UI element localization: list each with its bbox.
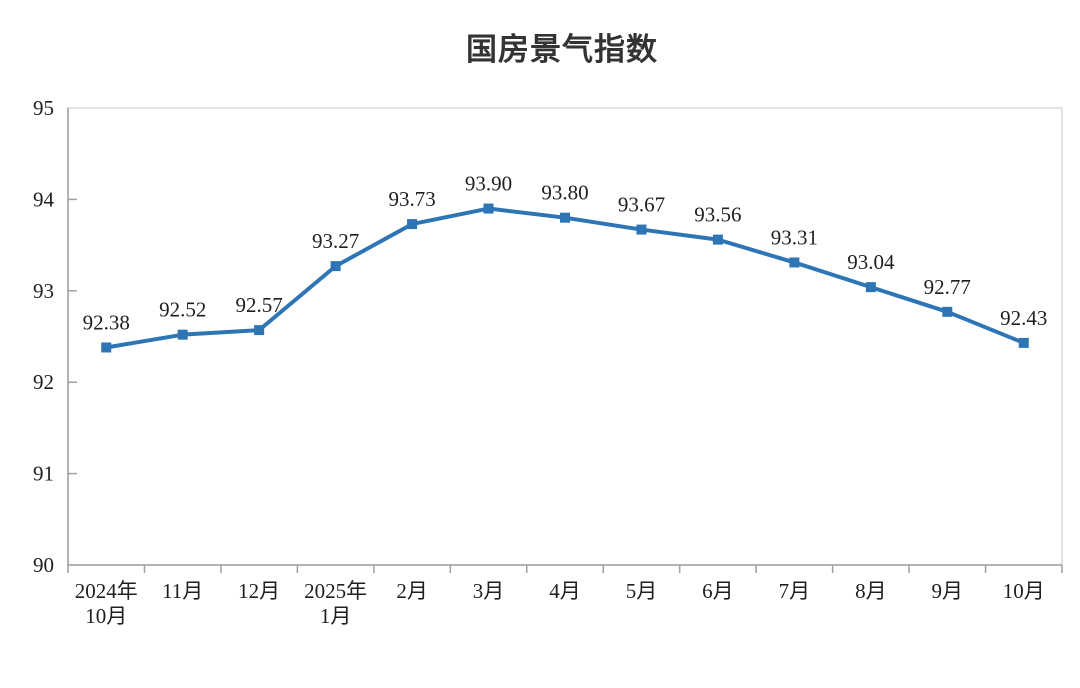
x-axis-category-label: 5月 — [626, 579, 658, 603]
x-axis-category-label: 2025年 — [304, 579, 367, 603]
data-point-label: 93.67 — [618, 193, 665, 217]
data-point-marker — [177, 329, 188, 340]
y-axis-tick-label: 94 — [33, 187, 55, 211]
data-point-marker — [330, 261, 341, 272]
data-point-marker — [789, 257, 800, 268]
data-point-label: 92.77 — [924, 275, 971, 299]
x-axis-category-label: 6月 — [702, 579, 734, 603]
data-point-label: 93.73 — [388, 187, 435, 211]
data-point-marker — [942, 306, 953, 317]
data-point-label: 93.31 — [771, 225, 818, 249]
line-series — [104, 206, 1026, 350]
x-axis-category-label: 8月 — [855, 579, 887, 603]
data-point-label: 93.56 — [694, 203, 741, 227]
x-axis-category-label: 2024年 — [75, 579, 138, 603]
x-axis-category-label: 10月 — [85, 604, 127, 628]
x-axis-category-label: 7月 — [779, 579, 811, 603]
data-point-label: 92.57 — [236, 293, 283, 317]
x-axis-category-label: 1月 — [320, 604, 352, 628]
data-point-marker — [101, 342, 112, 353]
data-point-label: 93.04 — [847, 250, 895, 274]
y-axis-tick-label: 90 — [33, 553, 54, 577]
data-point-marker — [712, 234, 723, 245]
data-point-marker — [636, 224, 647, 235]
chart-title: 国房景气指数 — [466, 32, 658, 67]
plot-border — [67, 107, 1063, 566]
data-point-marker — [254, 325, 265, 336]
data-point-label: 93.90 — [465, 172, 512, 196]
data-point-marker — [865, 282, 876, 293]
x-axis-category-label: 3月 — [473, 579, 505, 603]
data-point-marker — [407, 219, 418, 230]
data-point-label: 93.80 — [541, 181, 588, 205]
y-axis-tick-label: 95 — [33, 96, 54, 120]
data-point-label: 92.38 — [83, 310, 130, 334]
data-point-label: 92.43 — [1000, 306, 1047, 330]
y-axis-tick-label: 93 — [33, 279, 54, 303]
data-point-marker — [1018, 337, 1029, 348]
x-axis-category-label: 9月 — [932, 579, 964, 603]
data-point-marker — [483, 203, 494, 214]
x-axis-category-label: 2月 — [396, 579, 428, 603]
x-axis-category-label: 10月 — [1003, 579, 1045, 603]
data-point-label: 92.52 — [159, 298, 206, 322]
y-axis-tick-label: 91 — [33, 462, 54, 486]
data-point-marker — [560, 212, 570, 223]
data-point-label: 93.27 — [312, 229, 359, 253]
x-axis-category-label: 12月 — [238, 579, 280, 603]
x-axis-category-label: 4月 — [549, 579, 581, 603]
x-axis-category-label: 11月 — [162, 579, 203, 603]
y-axis-tick-label: 92 — [33, 370, 54, 394]
